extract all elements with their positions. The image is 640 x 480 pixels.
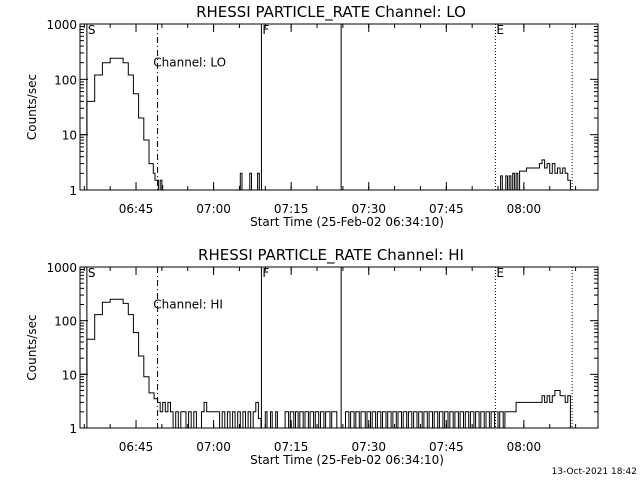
y-tick-label: 10 bbox=[62, 368, 77, 382]
x-tick-label: 08:00 bbox=[507, 202, 542, 216]
chart-title: RHESSI PARTICLE_RATE Channel: LO bbox=[196, 3, 466, 22]
x-tick-label: 07:30 bbox=[351, 202, 386, 216]
y-axis-label: Counts/sec bbox=[25, 74, 39, 140]
panel-hi: RHESSI PARTICLE_RATE Channel: HI 1 10 100 10… bbox=[25, 246, 599, 467]
data-series-line bbox=[80, 57, 164, 191]
y-tick-label: 100 bbox=[54, 315, 77, 329]
y-axis-label: Counts/sec bbox=[25, 314, 39, 380]
x-tick-label: 07:00 bbox=[196, 440, 231, 454]
y-tick-label: 1 bbox=[69, 422, 77, 436]
x-tick-label: 06:45 bbox=[119, 202, 154, 216]
panel-lo: RHESSI PARTICLE_RATE Channel: LO 1 10 100 10… bbox=[25, 3, 599, 229]
event-marker-label: S bbox=[88, 23, 96, 37]
data-series-line bbox=[238, 172, 260, 191]
data-series-line bbox=[496, 390, 571, 429]
x-axis-label: Start Time (25-Feb-02 06:34:10) bbox=[250, 215, 444, 229]
plot-frame bbox=[79, 23, 599, 191]
channel-annotation: Channel: HI bbox=[153, 298, 223, 312]
footer-timestamp: 13-Oct-2021 18:42 bbox=[552, 467, 637, 477]
event-marker-label: F bbox=[262, 23, 269, 37]
x-tick-label: 07:30 bbox=[351, 440, 386, 454]
x-tick-label: 07:15 bbox=[274, 440, 309, 454]
y-tick-label: 1000 bbox=[46, 261, 77, 275]
x-tick-label: 07:00 bbox=[196, 202, 231, 216]
event-marker-label: S bbox=[88, 266, 96, 280]
data-series-line bbox=[498, 159, 571, 191]
channel-annotation: Channel: LO bbox=[153, 56, 226, 70]
x-tick-label: 07:15 bbox=[274, 202, 309, 216]
y-tick-label: 1 bbox=[69, 184, 77, 198]
event-marker-label: E bbox=[496, 266, 504, 280]
x-axis-label: Start Time (25-Feb-02 06:34:10) bbox=[250, 453, 444, 467]
data-series-line bbox=[343, 411, 496, 429]
data-series-line bbox=[80, 298, 262, 429]
y-tick-label: 10 bbox=[62, 129, 77, 143]
chart-title: RHESSI PARTICLE_RATE Channel: HI bbox=[198, 246, 464, 265]
x-tick-label: 07:45 bbox=[429, 202, 464, 216]
event-marker-label: F bbox=[262, 266, 269, 280]
x-tick-label: 07:45 bbox=[429, 440, 464, 454]
y-tick-label: 100 bbox=[54, 73, 77, 87]
event-marker-label: E bbox=[496, 23, 504, 37]
x-tick-label: 06:45 bbox=[119, 440, 154, 454]
data-series-line bbox=[262, 411, 341, 429]
x-tick-label: 08:00 bbox=[507, 440, 542, 454]
y-tick-label: 1000 bbox=[46, 18, 77, 32]
